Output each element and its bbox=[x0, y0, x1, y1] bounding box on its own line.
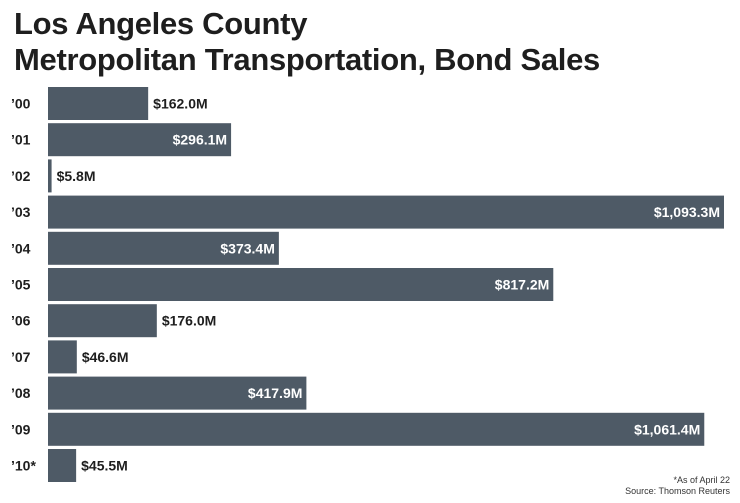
category-label: ’06 bbox=[11, 313, 31, 329]
value-label: $162.0M bbox=[153, 96, 207, 112]
bar bbox=[48, 449, 77, 482]
category-label: ’08 bbox=[11, 385, 31, 401]
bars-group: ’00 $162.0M ’01 $296.1M ’02 $5.8M ’03 $1,093.3M… bbox=[11, 87, 724, 482]
value-label: $1,061.4M bbox=[634, 421, 700, 437]
bar bbox=[48, 87, 149, 120]
category-label: ’01 bbox=[11, 132, 31, 148]
bar bbox=[48, 376, 307, 410]
bar bbox=[48, 340, 77, 374]
footnote-source: Source: Thomson Reuters bbox=[625, 486, 730, 496]
bar bbox=[48, 123, 232, 157]
bar bbox=[48, 159, 52, 193]
value-label: $46.6M bbox=[82, 349, 129, 365]
chart-title: Los Angeles County Metropolitan Transpor… bbox=[14, 6, 600, 78]
category-label: ’05 bbox=[11, 277, 31, 293]
value-label: $45.5M bbox=[81, 458, 128, 474]
footnote-note: *As of April 22 bbox=[673, 475, 730, 485]
category-label: ’00 bbox=[11, 96, 31, 112]
value-label: $373.4M bbox=[220, 240, 274, 256]
category-label: ’03 bbox=[11, 204, 31, 220]
value-label: $817.2M bbox=[495, 277, 549, 293]
bar bbox=[48, 412, 705, 446]
category-label: ’10* bbox=[11, 458, 36, 474]
category-label: ’04 bbox=[11, 240, 31, 256]
category-label: ’09 bbox=[11, 421, 31, 437]
bar bbox=[48, 268, 554, 301]
category-label: ’02 bbox=[11, 168, 31, 184]
footnote: *As of April 22 Source: Thomson Reuters bbox=[625, 475, 730, 497]
bar bbox=[48, 195, 724, 229]
value-label: $5.8M bbox=[57, 168, 96, 184]
value-label: $296.1M bbox=[173, 132, 227, 148]
value-label: $417.9M bbox=[248, 385, 302, 401]
value-label: $176.0M bbox=[162, 313, 216, 329]
bar bbox=[48, 231, 279, 265]
bar bbox=[48, 304, 157, 338]
chart-title-line-1: Los Angeles County bbox=[14, 6, 308, 41]
chart-title-line-2: Metropolitan Transportation, Bond Sales bbox=[14, 42, 600, 77]
category-label: ’07 bbox=[11, 349, 31, 365]
value-label: $1,093.3M bbox=[654, 204, 720, 220]
